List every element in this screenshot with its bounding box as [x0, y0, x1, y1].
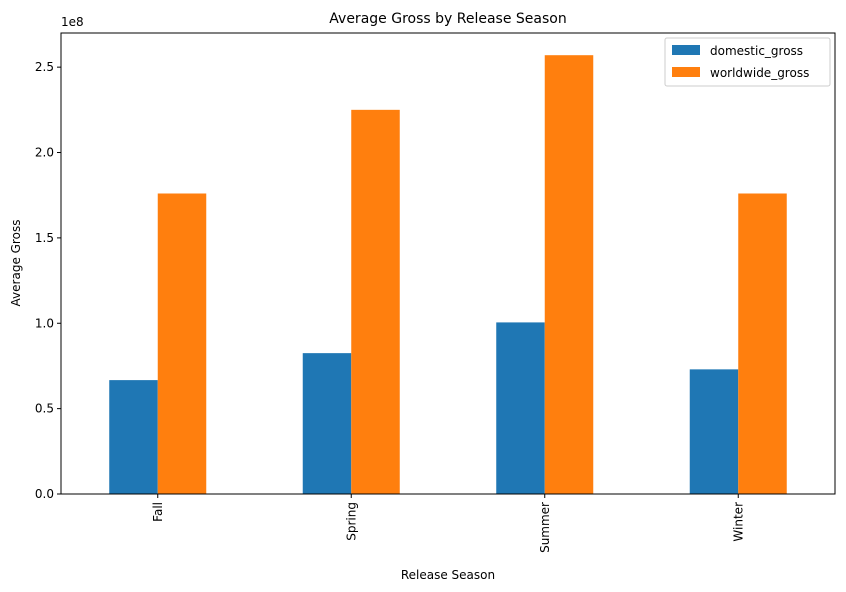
y-scale-label: 1e8 — [61, 15, 84, 29]
y-axis: 0.0 0.5 1.0 1.5 2.0 2.5 — [35, 60, 61, 501]
y-tick-label: 0.5 — [35, 402, 54, 416]
chart-title: Average Gross by Release Season — [329, 11, 566, 27]
bar-worldwide-gross-fall — [157, 193, 207, 495]
bar-worldwide-gross-summer — [544, 55, 594, 495]
legend-swatch-worldwide-gross — [672, 67, 700, 77]
plot-frame — [60, 32, 836, 495]
bar-domestic-gross-winter — [689, 369, 739, 494]
legend-label-domestic-gross: domestic_gross — [710, 44, 803, 58]
legend-swatch-domestic-gross — [672, 45, 700, 55]
bar-worldwide-gross-spring — [351, 109, 400, 494]
y-tick-label: 0.0 — [35, 487, 54, 501]
bar-domestic-gross-summer — [496, 322, 545, 494]
legend: domestic_gross worldwide_gross — [664, 37, 831, 87]
x-tick-label-summer: Summer — [538, 502, 552, 553]
x-tick-label-spring: Spring — [344, 502, 358, 541]
y-axis-label: Average Gross — [9, 220, 23, 307]
x-axis-label: Release Season — [401, 568, 495, 582]
y-tick-label: 1.5 — [35, 231, 54, 245]
x-axis: Fall Spring Summer Winter — [151, 494, 745, 553]
bar-domestic-gross-spring — [302, 353, 352, 494]
legend-box — [664, 37, 831, 87]
legend-label-worldwide-gross: worldwide_gross — [710, 66, 809, 80]
y-tick-label: 2.5 — [35, 60, 54, 74]
x-tick-label-fall: Fall — [151, 502, 165, 522]
x-tick-label-winter: Winter — [731, 502, 745, 542]
bar-domestic-gross-fall — [109, 380, 158, 494]
y-tick-label: 1.0 — [35, 316, 54, 330]
y-tick-label: 2.0 — [35, 146, 54, 160]
bars-group — [109, 55, 787, 495]
bar-worldwide-gross-winter — [738, 193, 787, 495]
